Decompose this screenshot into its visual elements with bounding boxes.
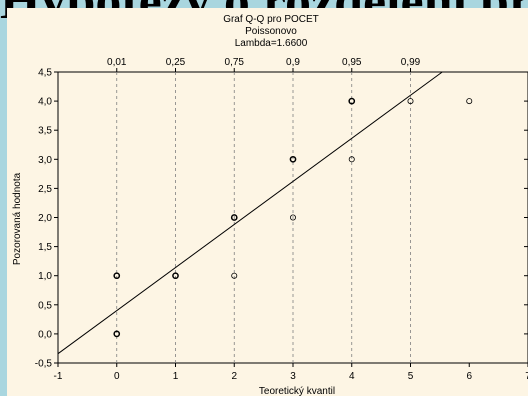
data-point	[231, 272, 238, 279]
plot-area: 0,01 0,25 0,75 0,9 0,95 0,99 -1 0 1 2 3 4 5 6 7 -0,5 0,0…	[35, 57, 528, 382]
x-tick-label: 4	[349, 371, 355, 382]
x-tick-label: 6	[466, 371, 472, 382]
data-point	[230, 214, 238, 221]
data-point	[172, 272, 179, 280]
x-tick-label: 1	[173, 371, 179, 382]
data-point	[289, 155, 297, 163]
top-tick-label: 0,01	[107, 57, 127, 68]
x-tick-label: -1	[54, 371, 63, 382]
y-tick-label: -0,5	[35, 359, 53, 370]
y-tick-label: 2,0	[38, 213, 52, 224]
y-tick-label: 3,0	[38, 155, 52, 166]
y-tick-label: 4,5	[38, 68, 52, 79]
chart-parameter: Lambda=1.6600	[235, 38, 308, 49]
top-tick-label: 0,99	[401, 57, 421, 68]
data-point	[113, 330, 121, 338]
top-tick-label: 0,75	[225, 57, 245, 68]
top-tick-label: 0,25	[166, 57, 186, 68]
chart-panel: Graf Q-Q pro POCET Poissonovo Lambda=1.6…	[7, 8, 528, 396]
x-tick-label: 7	[525, 371, 528, 382]
reference-line	[57, 71, 443, 355]
top-tick-label: 0,9	[286, 57, 300, 68]
x-tick-label: 2	[231, 371, 237, 382]
data-point	[466, 98, 473, 105]
y-axis-label: Pozorovaná hodnota	[12, 172, 23, 265]
chart-subtitle: Poissonovo	[245, 26, 297, 37]
data-point	[348, 97, 356, 105]
data-point	[348, 156, 355, 163]
top-tick-label: 0,95	[342, 57, 362, 68]
y-tick-label: 1,5	[38, 242, 52, 253]
x-tick-label: 3	[290, 371, 296, 382]
x-tick-label: 5	[408, 371, 414, 382]
y-tick-label: 0,5	[38, 300, 52, 311]
qq-plot: Graf Q-Q pro POCET Poissonovo Lambda=1.6…	[12, 14, 528, 396]
y-tick-label: 4,0	[38, 97, 52, 108]
y-tick-label: 3,5	[38, 126, 52, 137]
data-point	[113, 272, 121, 280]
x-axis-label: Teoretický kvantil	[259, 386, 335, 396]
y-tick-label: 0,0	[38, 329, 52, 340]
x-tick-label: 0	[114, 371, 120, 382]
chart-title: Graf Q-Q pro POCET	[223, 14, 319, 25]
y-tick-label: 1,0	[38, 271, 52, 282]
data-point	[407, 98, 414, 105]
y-tick-label: 2,5	[38, 184, 52, 195]
data-point	[289, 214, 296, 221]
